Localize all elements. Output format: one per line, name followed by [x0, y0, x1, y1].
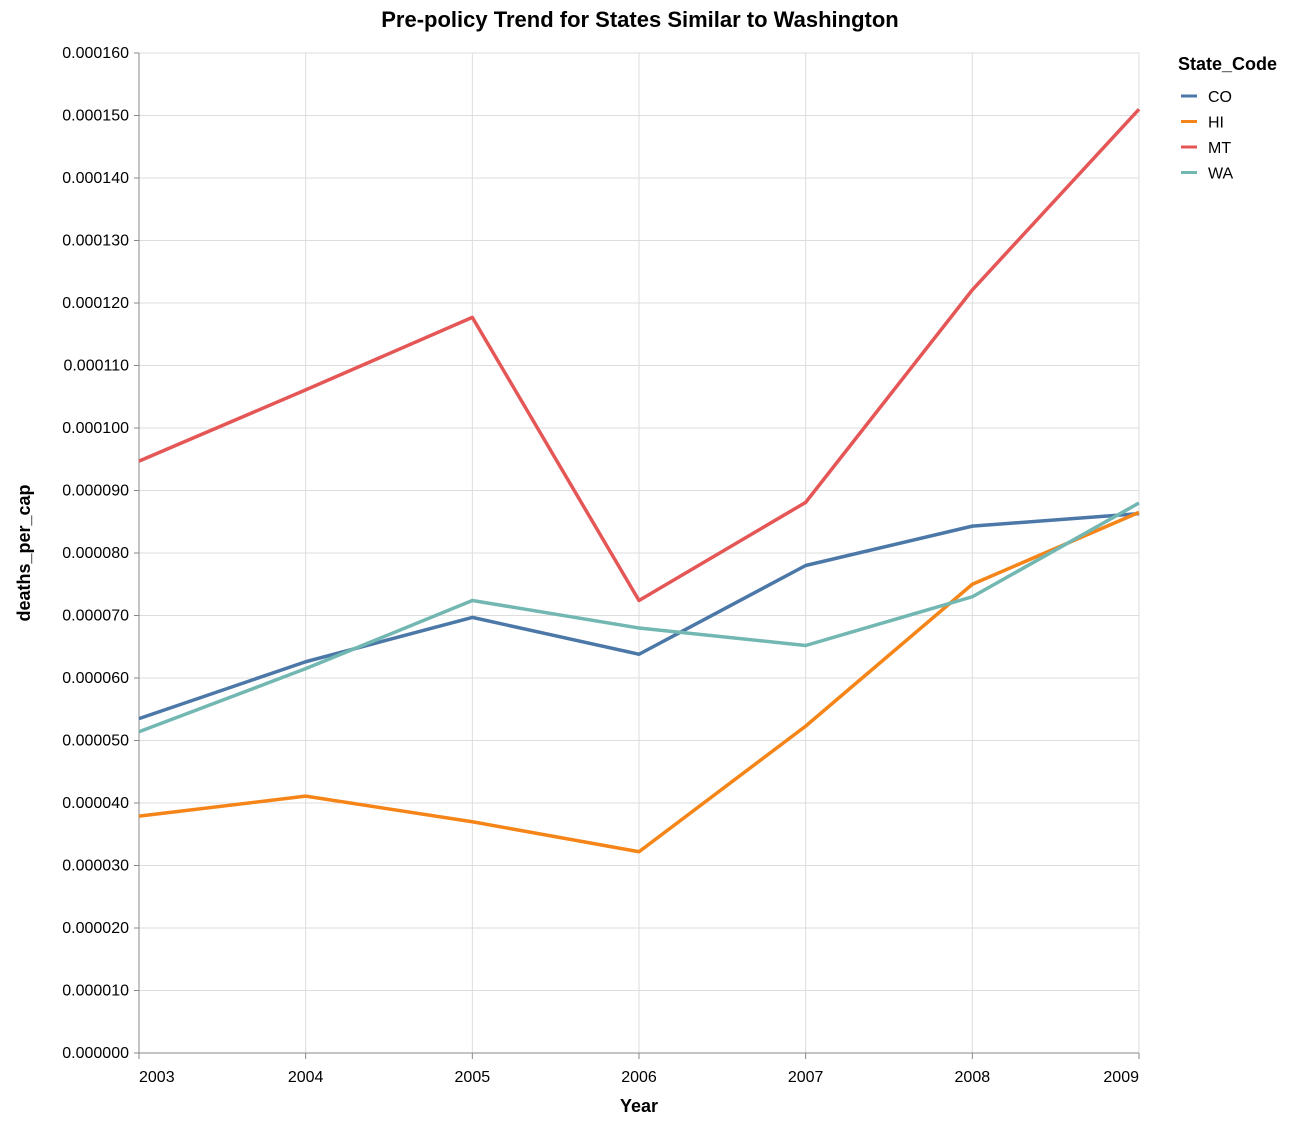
legend-label: CO — [1208, 89, 1232, 106]
y-tick-label: 0.000040 — [62, 795, 129, 812]
chart-title: Pre-policy Trend for States Similar to W… — [381, 7, 898, 32]
y-tick-label: 0.000140 — [62, 170, 129, 187]
x-tick-label: 2006 — [621, 1069, 657, 1086]
legend-item-wa: WA — [1181, 166, 1234, 183]
y-tick-label: 0.000050 — [62, 733, 129, 750]
y-tick-label: 0.000160 — [62, 45, 129, 62]
y-tick-label: 0.000080 — [62, 545, 129, 562]
x-axis-title: Year — [620, 1096, 658, 1116]
y-tick-label: 0.000090 — [62, 483, 129, 500]
x-tick-label: 2008 — [955, 1069, 991, 1086]
x-tick-label: 2009 — [1103, 1069, 1139, 1086]
legend: State_Code CO HI MT WA — [1178, 54, 1277, 183]
x-tick-label: 2004 — [288, 1069, 324, 1086]
y-tick-label: 0.000130 — [62, 233, 129, 250]
y-tick-label: 0.000100 — [62, 420, 129, 437]
legend-label: MT — [1208, 140, 1231, 157]
legend-label: WA — [1208, 166, 1234, 183]
x-tick-label: 2003 — [139, 1069, 175, 1086]
y-tick-label: 0.000070 — [62, 608, 129, 625]
y-tick-label: 0.000150 — [62, 108, 129, 125]
legend-item-mt: MT — [1181, 140, 1231, 157]
series-line-hi — [138, 510, 1140, 854]
y-tick-label: 0.000110 — [63, 358, 129, 375]
legend-title: State_Code — [1178, 54, 1277, 74]
y-tick-label: 0.000020 — [62, 920, 129, 937]
x-tick-label: 2007 — [788, 1069, 824, 1086]
series-line-mt — [138, 108, 1141, 603]
y-tick-label: 0.000010 — [62, 983, 129, 1000]
x-tick-label: 2005 — [455, 1069, 491, 1086]
y-tick-label: 0.000000 — [62, 1045, 129, 1062]
y-axis-title: deaths_per_cap — [14, 484, 34, 621]
y-tick-label: 0.000120 — [62, 295, 129, 312]
legend-label: HI — [1208, 115, 1224, 132]
series-line-co — [138, 511, 1140, 721]
y-tick-label: 0.000060 — [62, 670, 129, 687]
y-tick-label: 0.000030 — [62, 858, 129, 875]
legend-item-hi: HI — [1181, 115, 1224, 132]
axes: 0.000000 0.000010 0.000020 0.000030 0.000040… — [62, 45, 1140, 1086]
series-line-wa — [138, 501, 1140, 734]
grid — [138, 52, 1140, 1054]
legend-item-co: CO — [1181, 89, 1232, 106]
series-lines — [138, 108, 1141, 854]
